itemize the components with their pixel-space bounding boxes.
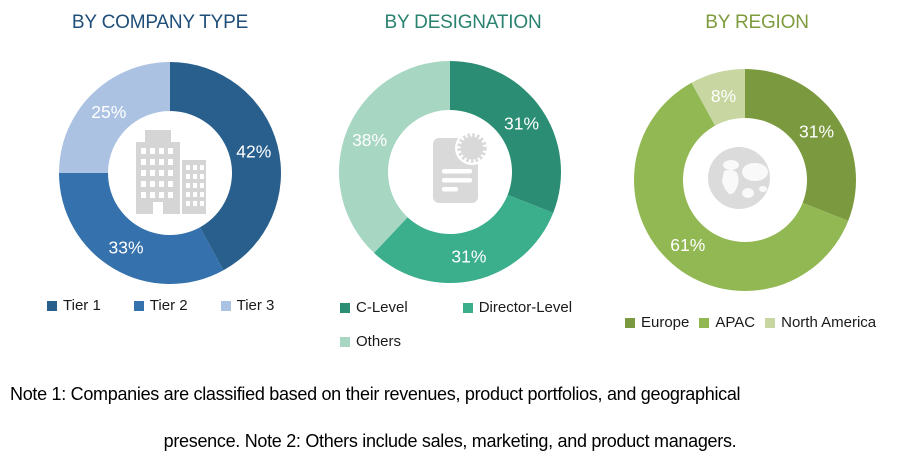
donut-slice-europe bbox=[745, 69, 857, 221]
legend-item-director-level: Director-Level bbox=[462, 299, 573, 316]
percent-label: 38% bbox=[352, 130, 387, 150]
legend-item-north-america: North America bbox=[765, 314, 876, 331]
donut-slice-tier-1 bbox=[170, 62, 281, 271]
chart-title-region: BY REGION bbox=[705, 12, 809, 33]
document-seal-icon bbox=[433, 131, 489, 203]
percent-label: 42% bbox=[236, 142, 271, 162]
legend-label: Tier 3 bbox=[236, 297, 275, 314]
legend-item-europe: Europe bbox=[625, 314, 689, 331]
percent-label: 33% bbox=[108, 238, 143, 258]
chart-title-company-type: BY COMPANY TYPE bbox=[71, 12, 249, 33]
legend-swatch-europe bbox=[625, 317, 635, 328]
percent-label: 61% bbox=[670, 235, 705, 255]
donut-slice-tier-2 bbox=[59, 173, 224, 284]
legend-region: Europe APAC North America bbox=[625, 314, 876, 331]
legend-item-tier1: Tier 1 bbox=[47, 297, 101, 314]
legend-item-apac: APAC bbox=[699, 314, 755, 331]
legend-label: Director-Level bbox=[478, 299, 573, 316]
percent-label: 31% bbox=[451, 246, 486, 266]
buildings-icon bbox=[136, 130, 206, 214]
legend-swatch-others bbox=[340, 336, 350, 347]
percent-label: 8% bbox=[711, 86, 736, 106]
legend-swatch-tier3 bbox=[220, 300, 231, 311]
legend-item-c-level: C-Level bbox=[340, 299, 408, 316]
legend-swatch-apac bbox=[699, 317, 710, 328]
donut-slice-director-level bbox=[374, 194, 554, 284]
legend-item-tier2: Tier 2 bbox=[133, 297, 188, 314]
legend-label: Tier 1 bbox=[63, 297, 101, 314]
percent-label: 31% bbox=[504, 113, 539, 133]
legend-label: APAC bbox=[715, 314, 756, 331]
legend-label: Others bbox=[356, 333, 402, 350]
note-line-1: Note 1: Companies are classified based o… bbox=[10, 384, 741, 404]
legend-label: Tier 2 bbox=[149, 297, 188, 314]
donut-slice-tier-3 bbox=[59, 62, 170, 173]
donut-slice-c-level bbox=[450, 61, 562, 213]
legend-item-tier3: Tier 3 bbox=[220, 297, 275, 314]
globe-icon bbox=[708, 147, 770, 209]
note-line-2: presence. Note 2: Others include sales, … bbox=[163, 431, 737, 451]
legend-designation-row2: Others bbox=[340, 333, 401, 350]
donut-slice-apac bbox=[634, 82, 849, 292]
donut-slice-others bbox=[338, 61, 450, 253]
donut-chart-company-type: 42% 33% 25% bbox=[59, 62, 281, 284]
legend-swatch-north-america bbox=[765, 317, 776, 328]
percent-label: 31% bbox=[799, 121, 834, 141]
legend-swatch-c-level bbox=[340, 302, 350, 313]
legend-swatch-tier1 bbox=[47, 300, 57, 311]
donut-chart-designation: 31% 31% 38% bbox=[338, 61, 562, 284]
donut-chart-region: 31% 61% 8% bbox=[634, 69, 857, 292]
legend-company-type: Tier 1 Tier 2 Tier 3 bbox=[47, 297, 274, 314]
legend-swatch-director-level bbox=[462, 302, 473, 313]
legend-label: North America bbox=[781, 314, 877, 331]
legend-swatch-tier2 bbox=[133, 300, 144, 311]
percent-label: 25% bbox=[91, 102, 126, 122]
donut-slice-north-america bbox=[691, 69, 745, 126]
legend-label: Europe bbox=[641, 314, 690, 331]
legend-designation-row1: C-Level Director-Level bbox=[340, 299, 572, 316]
legend-label: C-Level bbox=[356, 299, 408, 316]
legend-item-others: Others bbox=[340, 333, 401, 350]
chart-title-designation: BY DESIGNATION bbox=[384, 12, 542, 33]
